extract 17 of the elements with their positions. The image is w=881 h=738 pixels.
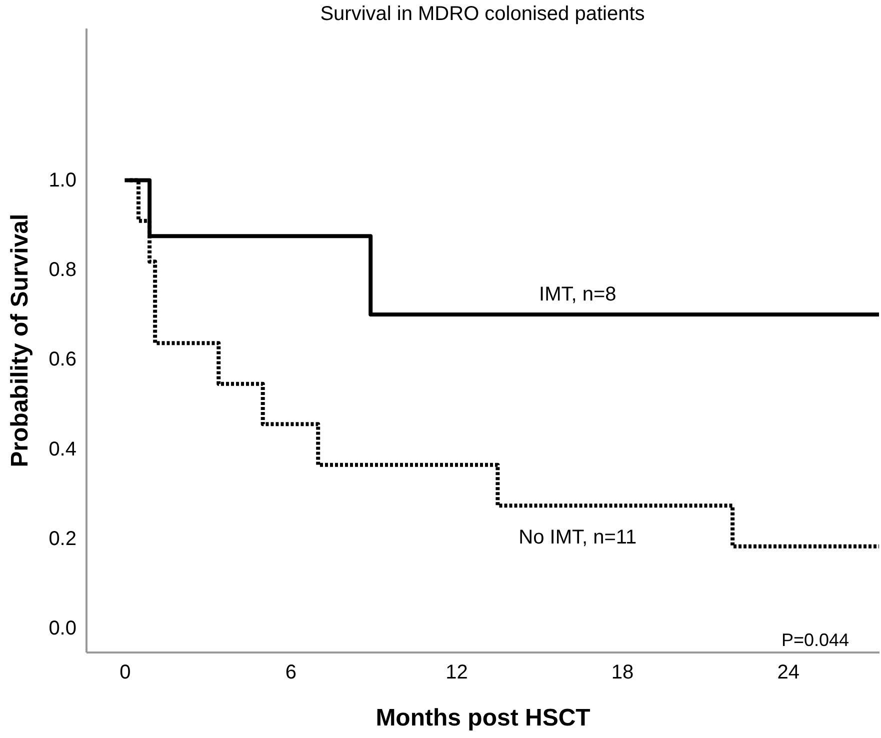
x-tick-label: 24	[777, 662, 800, 684]
y-tick-label: 0.0	[48, 617, 76, 640]
y-tick-label: 0.2	[48, 528, 76, 550]
y-tick-label: 0.6	[48, 348, 76, 371]
x-tick-label: 6	[285, 662, 297, 684]
series-label: IMT, n=8	[539, 283, 616, 306]
series-label: No IMT, n=11	[518, 526, 637, 549]
x-tick-label: 0	[120, 662, 131, 684]
x-tick-label: 12	[446, 662, 468, 684]
y-axis-title: Probability of Survival	[6, 214, 34, 468]
y-tick-label: 0.4	[48, 438, 76, 460]
y-tick-label: 0.8	[48, 259, 76, 282]
y-tick-label: 1.0	[48, 170, 76, 192]
chart-title: Survival in MDRO colonised patients	[320, 3, 645, 25]
x-axis-title: Months post HSCT	[376, 704, 591, 732]
annotation: P=0.044	[781, 630, 849, 650]
x-tick-label: 18	[611, 662, 634, 684]
